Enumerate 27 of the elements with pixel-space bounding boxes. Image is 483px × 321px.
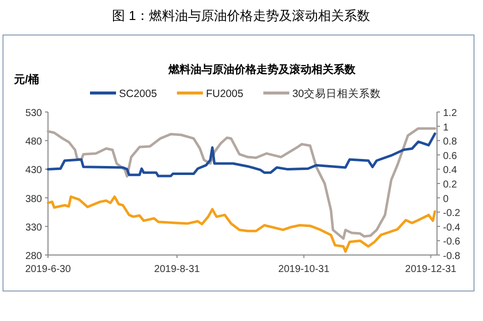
legend-label: 30交易日相关系数 xyxy=(292,87,381,100)
y-tick-label: 480 xyxy=(25,136,42,148)
y2-tick-label: 0.4 xyxy=(443,165,458,176)
y2-tick-label: 0.8 xyxy=(443,136,458,148)
y-tick-label: 380 xyxy=(25,194,42,205)
y2-tick-label: -0.2 xyxy=(443,208,461,220)
legend-label: SC2005 xyxy=(119,88,158,100)
y-tick-label: 330 xyxy=(25,222,42,234)
y2-tick-label: -0.6 xyxy=(443,236,461,248)
y2-tick-label: 0.6 xyxy=(443,150,458,162)
y-axis-title: 元/桶 xyxy=(13,73,40,86)
chart-title: 图 1：燃料油与原油价格走势及滚动相关系数 xyxy=(112,8,370,23)
y2-tick-label: 1 xyxy=(443,122,449,134)
x-tick-label: 2019-12-31 xyxy=(405,264,457,275)
x-tick-label: 2019-6-30 xyxy=(25,264,72,275)
y2-tick-label: 0.2 xyxy=(443,180,458,190)
chart-subtitle: 燃料油与原油价格走势及滚动相关系数 xyxy=(168,63,356,76)
y2-tick-label: -0.8 xyxy=(443,251,461,262)
x-tick-label: 2019-8-31 xyxy=(154,264,200,275)
y-tick-label: 430 xyxy=(25,165,42,176)
y2-tick-label: 1.2 xyxy=(443,108,458,119)
y-tick-label: 280 xyxy=(25,251,42,262)
y2-tick-label: 0 xyxy=(443,194,449,205)
y2-tick-label: -0.4 xyxy=(443,222,461,234)
y-tick-label: 530 xyxy=(25,108,42,119)
x-tick-label: 2019-10-31 xyxy=(278,264,330,275)
legend-label: FU2005 xyxy=(206,88,244,100)
